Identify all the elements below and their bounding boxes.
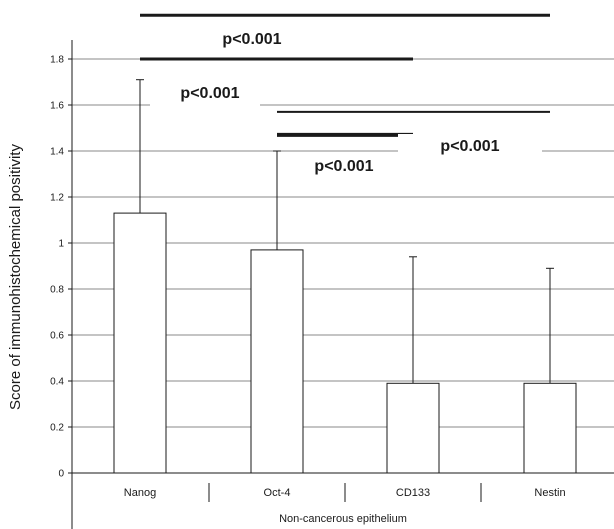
y-tick-label-6: 1.2 [50, 193, 64, 204]
significance-label-bg-2 [150, 82, 260, 106]
y-tick-label-3: 0.6 [50, 331, 64, 342]
y-tick-label-1: 0.2 [50, 423, 64, 434]
bar-Nestin [523, 382, 577, 474]
error-bars [136, 79, 554, 384]
significance-label-2: p<0.001 [180, 85, 239, 102]
bar-Oct-4 [250, 249, 304, 474]
significance-label-bg-3 [284, 154, 398, 178]
significance-brackets: p<0.001 p<0.001 p<0.001 p<0.001 [140, 13, 550, 178]
category-label-Oct-4: Oct-4 [264, 487, 291, 499]
y-tick-label-9: 1.8 [50, 55, 64, 66]
y-axis-label: Score of immunohistochemical positivity [7, 144, 24, 410]
y-tick-label-2: 0.4 [50, 377, 64, 388]
bar-CD133 [386, 382, 440, 474]
category-label-CD133: CD133 [396, 487, 430, 499]
y-tick-label-7: 1.4 [50, 147, 64, 158]
significance-label-extra: p<0.001 [440, 138, 499, 155]
y-tick-labels: 0 0.2 0.4 0.6 0.8 1 1.2 1.4 1.6 1.8 [50, 55, 64, 480]
category-label-Nanog: Nanog [124, 487, 156, 499]
y-tick-label-4: 0.8 [50, 285, 64, 296]
category-label-Nestin: Nestin [534, 487, 565, 499]
y-tick-label-8: 1.6 [50, 101, 64, 112]
bars [113, 212, 577, 474]
x-category-labels: Nanog Oct-4 CD133 Nestin [124, 487, 566, 499]
y-tick-label-0: 0 [58, 469, 64, 480]
axes [71, 40, 614, 529]
x-axis-label: Non-cancerous epithelium [279, 513, 407, 525]
significance-label-3: p<0.001 [314, 158, 373, 175]
significance-label-1: p<0.001 [222, 31, 281, 48]
significance-label-bg-extra [398, 134, 542, 158]
bar-Nanog [113, 212, 167, 474]
y-tick-label-5: 1 [58, 239, 64, 250]
